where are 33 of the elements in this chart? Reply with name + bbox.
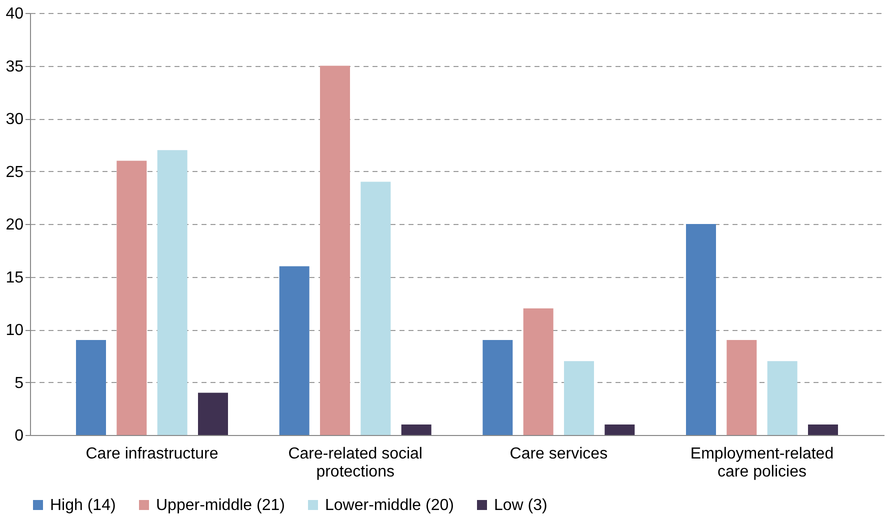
bar (320, 66, 350, 435)
bar (116, 160, 147, 435)
y-tick-label: 15 (6, 269, 24, 286)
x-tick-label: Employment-related care policies (690, 446, 834, 480)
y-tick-label: 20 (6, 216, 24, 234)
bar (604, 424, 635, 435)
bar (726, 340, 757, 435)
x-tick-label: Care services (510, 446, 608, 462)
y-tick-label: 5 (14, 374, 24, 392)
x-tick-label: Care-related social protections (288, 446, 422, 480)
y-tick-label: 40 (6, 6, 24, 22)
bar (279, 266, 310, 435)
y-tick-label: 10 (6, 322, 24, 339)
legend-label: High (14) (50, 497, 116, 514)
y-tick-label: 35 (6, 58, 24, 76)
bar (360, 182, 391, 435)
bar (523, 308, 554, 435)
y-tick-label: 25 (6, 164, 24, 181)
bar (157, 150, 188, 435)
bar (401, 424, 432, 435)
bar (76, 340, 106, 435)
bar (482, 340, 513, 435)
bar (564, 361, 594, 435)
y-tick-label: 0 (14, 428, 24, 444)
bar (767, 361, 798, 435)
bar (808, 424, 838, 435)
x-tick-label: Care infrastructure (86, 446, 218, 462)
legend-label: Upper-middle (21) (156, 497, 285, 514)
y-tick-label: 30 (6, 111, 24, 128)
legend-label: Low (3) (494, 497, 548, 514)
legend-label: Lower-middle (20) (325, 497, 454, 514)
bar (198, 392, 228, 435)
bar (686, 224, 716, 435)
